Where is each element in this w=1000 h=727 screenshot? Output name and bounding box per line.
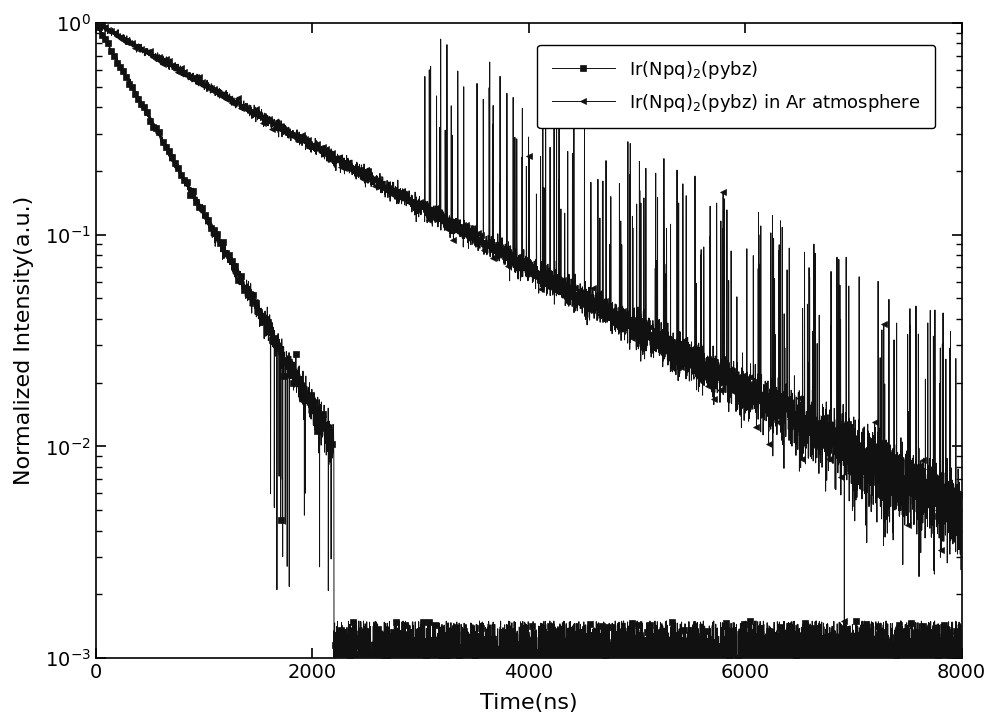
- Line: Ir(Npq)$_2$(pybz) in Ar atmosphere: Ir(Npq)$_2$(pybz) in Ar atmosphere: [93, 17, 964, 624]
- Legend: Ir(Npq)$_2$(pybz), Ir(Npq)$_2$(pybz) in Ar atmosphere: Ir(Npq)$_2$(pybz), Ir(Npq)$_2$(pybz) in …: [537, 44, 935, 128]
- Ir(Npq)$_2$(pybz) in Ar atmosphere: [133, 42, 145, 51]
- Ir(Npq)$_2$(pybz): [956, 700, 968, 709]
- Y-axis label: Normalized Intensity(a.u.): Normalized Intensity(a.u.): [14, 196, 34, 485]
- Ir(Npq)$_2$(pybz) in Ar atmosphere: [778, 464, 790, 473]
- Ir(Npq)$_2$(pybz) in Ar atmosphere: [602, 312, 614, 321]
- Ir(Npq)$_2$(pybz): [668, 718, 680, 726]
- Ir(Npq)$_2$(pybz) in Ar atmosphere: [403, 198, 415, 206]
- Ir(Npq)$_2$(pybz): [133, 98, 145, 107]
- Ir(Npq)$_2$(pybz) in Ar atmosphere: [956, 501, 968, 510]
- Ir(Npq)$_2$(pybz) in Ar atmosphere: [732, 384, 744, 393]
- Ir(Npq)$_2$(pybz): [602, 646, 614, 654]
- Ir(Npq)$_2$(pybz): [732, 685, 744, 694]
- Ir(Npq)$_2$(pybz): [778, 679, 790, 688]
- Ir(Npq)$_2$(pybz) in Ar atmosphere: [90, 20, 102, 28]
- Ir(Npq)$_2$(pybz) in Ar atmosphere: [838, 617, 850, 626]
- Ir(Npq)$_2$(pybz) in Ar atmosphere: [640, 334, 652, 342]
- X-axis label: Time(ns): Time(ns): [480, 693, 578, 713]
- Ir(Npq)$_2$(pybz): [640, 686, 652, 695]
- Ir(Npq)$_2$(pybz) in Ar atmosphere: [92, 16, 104, 25]
- Line: Ir(Npq)$_2$(pybz): Ir(Npq)$_2$(pybz): [93, 18, 964, 725]
- Ir(Npq)$_2$(pybz): [403, 622, 415, 631]
- Ir(Npq)$_2$(pybz): [90, 17, 102, 25]
